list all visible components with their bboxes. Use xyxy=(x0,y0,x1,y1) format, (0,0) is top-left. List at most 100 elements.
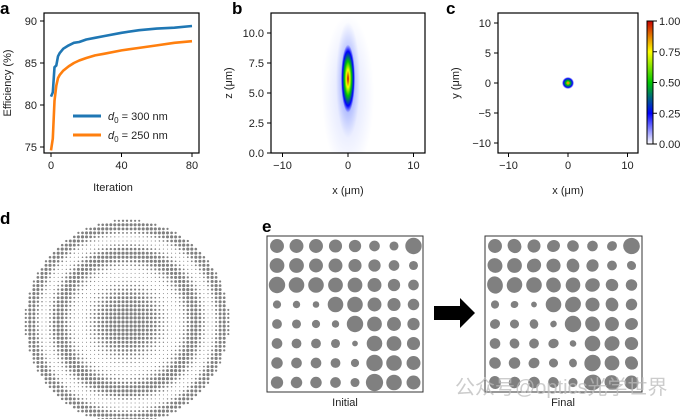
colorbar-tick-label: 0.25 xyxy=(659,108,680,120)
meta-atom-dot xyxy=(190,316,194,320)
meta-atom-dot xyxy=(61,374,63,376)
meta-atom-dot xyxy=(113,244,116,246)
meta-atom-dot xyxy=(190,336,194,340)
meta-atom-dot xyxy=(210,271,214,275)
meta-atom-dot xyxy=(162,325,165,328)
meta-atom-dot xyxy=(106,280,108,283)
meta-atom-dot xyxy=(138,276,140,278)
meta-atom-dot xyxy=(85,349,88,351)
meta-atom-dot xyxy=(171,333,173,335)
meta-atom-dot xyxy=(121,308,125,312)
meta-atom-dot xyxy=(69,272,72,275)
meta-atom-dot xyxy=(154,402,156,404)
meta-atom-dot xyxy=(49,365,51,368)
meta-atom-dot xyxy=(215,316,218,319)
meta-atom-dot xyxy=(199,272,201,275)
meta-atom-dot xyxy=(32,288,36,292)
meta-atom-dot xyxy=(175,301,177,303)
meta-atom-dot xyxy=(85,321,88,323)
meta-atom-dot xyxy=(77,248,80,250)
meta-atom-dot xyxy=(138,231,141,234)
meta-atom-dot xyxy=(77,381,80,384)
meta-atom-dot xyxy=(65,312,68,316)
meta-atom-dot xyxy=(162,248,164,250)
meta-atom-dot xyxy=(28,324,32,328)
meta-atom-dot xyxy=(222,304,226,308)
meta-atom-dot xyxy=(141,381,145,385)
meta-atom-dot xyxy=(109,324,113,328)
meta-atom-dot xyxy=(53,281,55,282)
meta-atom-dot xyxy=(171,252,173,254)
meta-atom-dot xyxy=(122,280,124,283)
meta-atom-dot xyxy=(122,264,124,267)
meta-atom-dot xyxy=(109,316,113,320)
meta-atom-dot xyxy=(113,247,117,251)
meta-atom-dot xyxy=(121,255,125,259)
meta-atom-dot xyxy=(84,267,89,271)
meta-atom-dot xyxy=(45,329,47,331)
meta-atom-dot xyxy=(214,356,218,360)
meta-atom-dot xyxy=(195,276,197,278)
meta-atom-dot xyxy=(134,373,136,376)
meta-atom-dot xyxy=(97,337,100,340)
meta-atom-dot xyxy=(154,353,156,355)
meta-atom-dot xyxy=(106,406,108,408)
meta-atom-dot xyxy=(69,252,72,255)
meta-atom-dot xyxy=(73,260,75,262)
meta-atom-dot xyxy=(206,365,210,368)
meta-atom-dot xyxy=(93,248,96,250)
panel-a-ytick-label: 75 xyxy=(25,142,37,154)
meta-atom-dot xyxy=(105,353,108,356)
meta-atom-dot xyxy=(65,369,68,372)
meta-atom-dot xyxy=(44,267,48,271)
meta-atom-dot xyxy=(69,329,72,332)
meta-atom-dot xyxy=(190,381,193,384)
meta-atom-dot xyxy=(117,264,120,267)
meta-atom-dot xyxy=(101,255,105,259)
meta-atom-dot xyxy=(118,240,120,242)
series-line-250nm xyxy=(49,39,193,151)
meta-atom-dot xyxy=(101,389,105,393)
meta-atom-dot xyxy=(49,316,51,319)
meta-atom-dot xyxy=(125,255,129,259)
meta-atom-dot xyxy=(49,357,51,359)
meta-atom-dot xyxy=(117,288,120,291)
meta-atom-dot xyxy=(113,410,116,413)
meta-atom-dot xyxy=(41,325,43,327)
meta-atom-dot xyxy=(162,369,165,372)
meta-atom-dot xyxy=(89,259,93,263)
meta-atom-dot xyxy=(98,280,100,283)
meta-atom-dot xyxy=(106,236,108,238)
meta-atom-dot xyxy=(125,260,129,263)
meta-atom-dot xyxy=(93,296,96,299)
meta-atom-dot xyxy=(161,409,165,413)
meta-atom-dot xyxy=(129,296,133,300)
meta-atom-dot xyxy=(207,329,209,331)
meta-atom-dot xyxy=(44,369,48,373)
panel-label-a: a xyxy=(0,0,10,18)
meta-atom-dot xyxy=(146,280,148,283)
meta-atom-dot xyxy=(53,288,55,291)
meta-atom-dot xyxy=(133,292,137,295)
meta-atom-dot xyxy=(214,341,218,344)
meta-atom-dot xyxy=(97,259,101,263)
meta-atom-dot xyxy=(118,361,120,364)
meta-atom-dot xyxy=(69,337,72,340)
meta-atom-dot xyxy=(60,308,64,312)
meta-atom-dot xyxy=(195,370,197,372)
meta-atom-dot xyxy=(129,251,133,255)
meta-atom-dot xyxy=(89,263,93,267)
colorbar-tick-label: 1.00 xyxy=(659,16,680,28)
meta-atom-dot xyxy=(130,264,132,267)
meta-atom-dot xyxy=(73,264,76,267)
meta-atom-dot xyxy=(106,244,108,246)
meta-atom-dot xyxy=(126,240,128,242)
meta-atom-dot xyxy=(97,377,101,381)
meta-atom-dot xyxy=(158,341,161,344)
meta-atom-dot xyxy=(28,300,32,304)
meta-atom-dot xyxy=(178,345,181,348)
meta-atom-dot xyxy=(60,357,64,360)
meta-atom-dot xyxy=(142,377,145,380)
meta-atom-dot xyxy=(97,316,100,320)
meta-atom-dot xyxy=(101,259,105,263)
